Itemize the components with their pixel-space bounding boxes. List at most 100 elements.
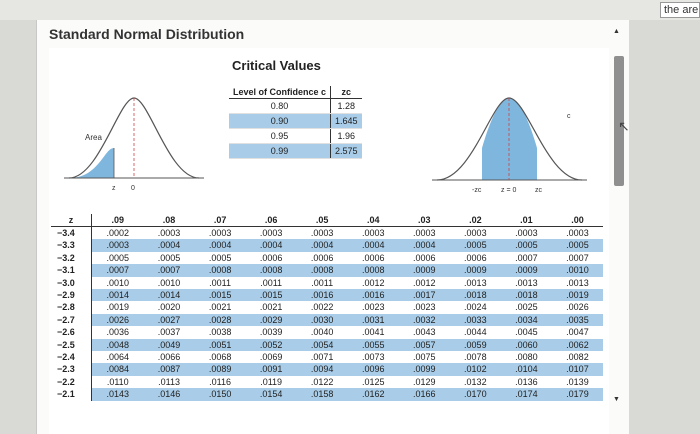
z-table: z .09 .08 .07 .06 .05 .04 .03 .02 .01 .0… [51,214,603,401]
col-header: .07 [194,214,246,227]
probability-cell: .0139 [566,376,589,387]
scroll-up-arrow-icon[interactable]: ▲ [613,28,620,35]
table-row: −3.3.0003.0004.0004.0004.0004.0004.0004.… [51,239,603,252]
probability-cell: .0052 [245,338,297,352]
probability-cell: .0005 [106,252,130,263]
probability-cell: .0059 [449,338,501,352]
z-value: −2.2 [51,375,92,389]
probability-cell: .0057 [398,338,450,352]
scroll-down-arrow-icon[interactable]: ▼ [613,396,620,403]
z-value: −2.5 [51,338,92,352]
probability-cell: .0062 [551,338,603,352]
probability-cell: .0104 [500,363,552,376]
probability-cell: .0011 [209,277,232,288]
probability-cell: .0055 [347,338,399,352]
answer-text-field[interactable]: the are [660,2,700,18]
probability-cell: .0158 [296,388,348,401]
conf-zc: 1.28 [330,98,362,114]
probability-cell: .0009 [449,264,501,277]
conf-zc: 1.645 [330,113,362,129]
col-header: .03 [398,214,450,227]
probability-cell: .0010 [157,277,181,288]
z-value: −3.0 [51,276,92,290]
col-header: .05 [296,214,348,227]
probability-cell: .0179 [551,388,603,401]
probability-cell: .0003 [91,239,144,252]
probability-cell: .0017 [398,289,450,302]
z-value: −2.8 [51,301,92,314]
z-value: −3.3 [51,239,92,252]
z-value: −2.7 [51,313,92,327]
table-row: −3.1.0007.0007.0008.0008.0008.0008.0009.… [51,264,603,277]
probability-cell: .0154 [245,388,297,401]
probability-cell: .0005 [208,252,232,263]
probability-cell: .0006 [310,252,334,263]
area-label: Area [85,133,102,142]
z-value: −2.4 [51,351,92,364]
probability-cell: .0064 [106,352,130,363]
probability-cell: .0043 [413,327,436,338]
probability-cell: .0020 [157,302,181,313]
probability-cell: .0006 [413,252,436,263]
z-header: z [51,214,92,227]
probability-cell: .0110 [106,376,129,387]
probability-cell: .0162 [347,388,399,401]
probability-cell: .0010 [551,264,603,277]
probability-cell: .0030 [296,313,348,327]
col-header: .04 [347,214,399,227]
probability-cell: .0003 [515,228,538,238]
table-row: −2.4 .0064 .0066 .0068 .0069 .0071 .0073 .0075.… [51,351,603,364]
probability-cell: .0170 [449,388,501,401]
probability-cell: .0166 [398,388,450,401]
probability-cell: .0005 [449,239,501,252]
probability-cell: .0122 [310,376,334,387]
probability-cell: .0029 [245,313,297,327]
z-value: −3.1 [51,264,92,277]
table-row: −2.3.0084.0087.0089.0091.0094.0096.0099.… [51,363,603,376]
table-row: −3.2 .0005 .0005 .0005 .0006 .0006 .0006 .0006.… [51,251,603,265]
two-tail-curve: c -zc z = 0 zc [432,97,587,194]
panel-title: Standard Normal Distribution [49,26,245,42]
probability-cell: .0003 [413,228,436,238]
probability-cell: .0026 [566,302,589,313]
probability-cell: .0006 [361,252,385,263]
probability-cell: .0007 [143,264,195,277]
content-panel: Standard Normal Distribution ▲ ▼ Critica… [36,20,629,434]
probability-cell: .0008 [347,264,399,277]
z-value: −2.3 [51,363,92,376]
probability-cell: .0007 [566,252,589,263]
table-row: −3.0 .0010 .0010 .0011 .0011 .0011 .0012 .0012.… [51,276,603,290]
probability-cell: .0012 [413,277,436,288]
probability-cell: .0013 [515,277,538,288]
probability-cell: .0007 [515,252,538,263]
probability-cell: .0018 [449,289,501,302]
conf-header-zc: zc [330,86,362,99]
table-row: −2.8 .0019 .0020 .0021 .0021 .0022 .0023 .0023.… [51,301,603,314]
probability-cell: .0129 [413,376,436,387]
probability-cell: .0003 [157,228,181,238]
probability-cell: .0004 [296,239,348,252]
probability-cell: .0019 [106,302,130,313]
probability-cell: .0023 [361,302,385,313]
probability-cell: .0069 [259,352,283,363]
probability-cell: .0008 [296,264,348,277]
probability-cell: .0003 [361,228,385,238]
probability-cell: .0066 [157,352,181,363]
probability-cell: .0031 [347,313,399,327]
probability-cell: .0068 [208,352,232,363]
scrollbar-thumb[interactable] [614,56,624,186]
probability-cell: .0136 [515,376,538,387]
probability-cell: .0051 [194,338,246,352]
z-zero-label: z = 0 [501,187,516,194]
table-row: −2.9.0014.0014.0015.0015.0016.0016.0017.… [51,289,603,302]
probability-cell: .0044 [464,327,487,338]
c-label: c [567,113,571,120]
probability-cell: .0091 [245,363,297,376]
probability-cell: .0002 [106,228,130,238]
probability-cell: .0087 [143,363,195,376]
col-header: .08 [143,214,195,227]
probability-cell: .0035 [551,313,603,327]
probability-cell: .0073 [361,352,385,363]
conf-zc: 2.575 [330,143,362,159]
z-value: −2.1 [51,388,92,401]
